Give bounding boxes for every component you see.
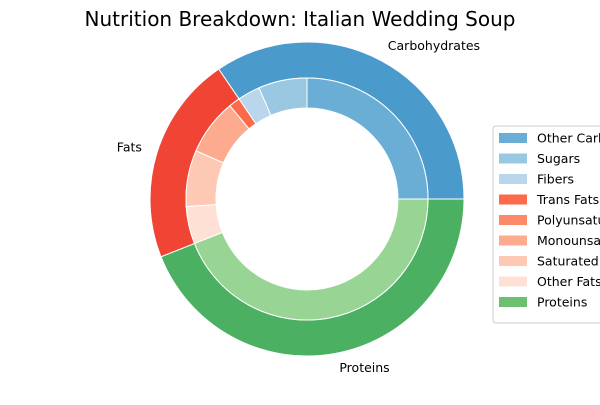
legend-swatch-saturated-fats [499, 256, 527, 266]
legend-label-polyunsaturated-fats: Polyunsaturated Fats [537, 213, 600, 228]
legend-label-trans-fats: Trans Fats [536, 192, 599, 207]
legend-label-other-fats: Other Fats [537, 274, 600, 289]
legend-swatch-other-carbohydrates [499, 133, 527, 143]
outer-label-proteins: Proteins [339, 360, 389, 375]
legend-swatch-fibers [499, 174, 527, 184]
legend-label-sugars: Sugars [537, 151, 580, 166]
legend-label-fibers: Fibers [537, 172, 574, 187]
legend-swatch-trans-fats [499, 194, 527, 205]
legend-swatch-other-fats [499, 276, 527, 287]
legend-label-saturated-fats: Saturated Fats [537, 254, 600, 269]
legend-swatch-polyunsaturated-fats [499, 215, 527, 225]
legend-swatch-monounsaturated-fats [499, 235, 527, 246]
legend-label-other-carbohydrates: Other Carbohydrates [537, 131, 600, 146]
inner-slice-proteins [193, 198, 429, 321]
legend-swatch-proteins [499, 297, 527, 307]
outer-ring-labels: Carbohydrates Fats Proteins [117, 38, 480, 375]
legend: Other Carbohydrates Sugars Fibers Trans Fat… [492, 125, 600, 324]
outer-label-fats: Fats [117, 140, 142, 155]
legend-label-proteins: Proteins [537, 295, 587, 310]
chart-title: Nutrition Breakdown: Italian Wedding Sou… [85, 7, 516, 31]
legend-swatch-sugars [499, 153, 527, 164]
outer-label-carbohydrates: Carbohydrates [388, 38, 480, 53]
legend-label-monounsaturated-fats: Monounsaturated Fats [537, 233, 600, 248]
inner-ring [185, 77, 429, 321]
